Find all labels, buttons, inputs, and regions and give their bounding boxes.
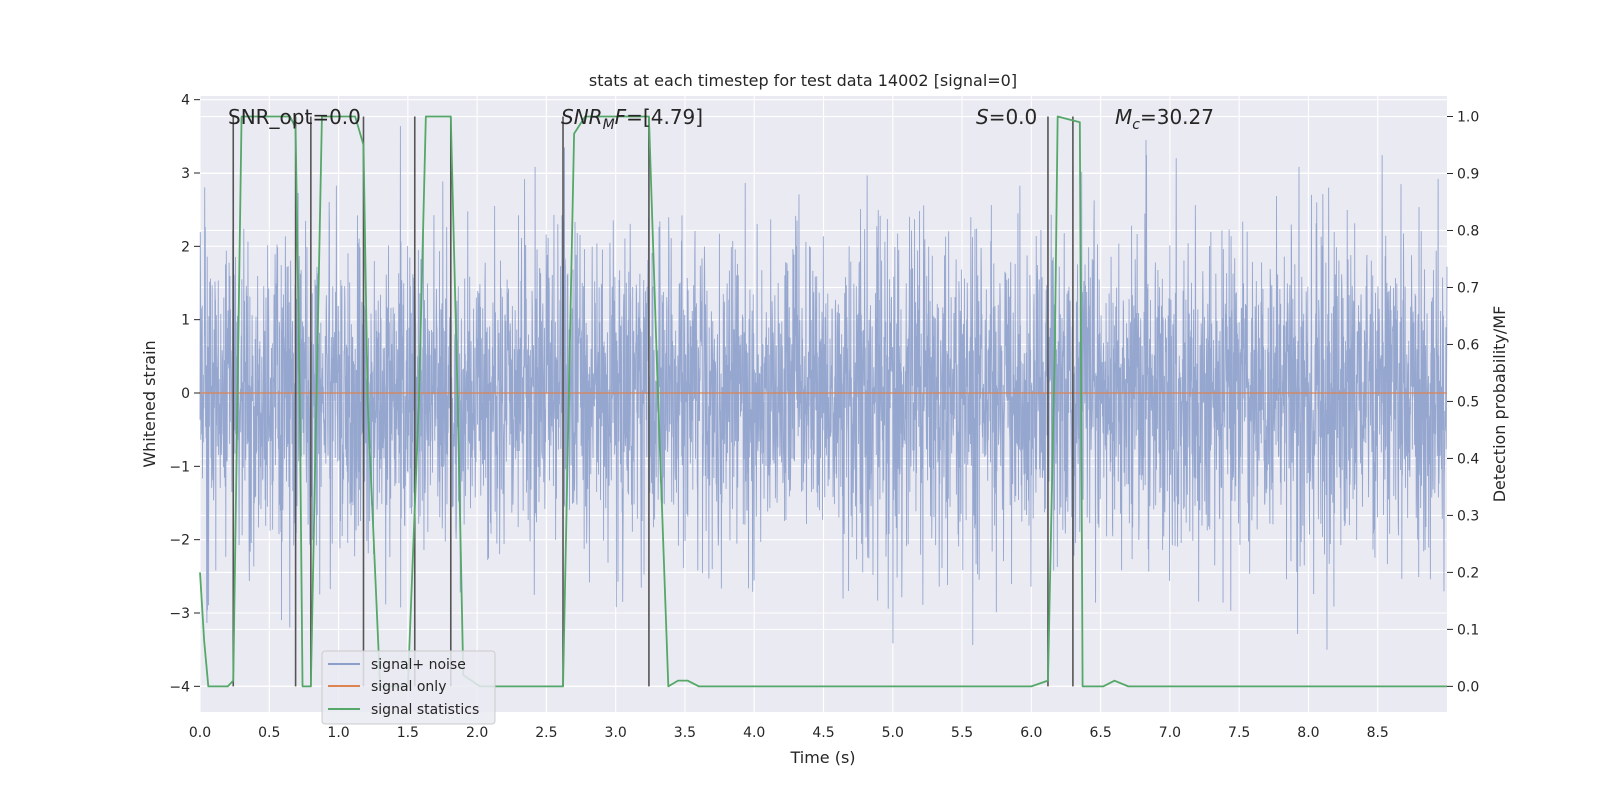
x-tick-label: 4.0 [743, 725, 765, 741]
x-tick-label: 0.0 [189, 725, 211, 741]
detection-vlines [232, 116, 1074, 687]
x-tick-label: 6.5 [1089, 725, 1111, 741]
x-tick-label: 3.5 [674, 725, 696, 741]
y-right-tick-label: 0.8 [1457, 223, 1479, 239]
x-tick-label: 2.5 [535, 725, 557, 741]
legend: signal+ noise signal only signal statist… [321, 650, 496, 725]
y-left-axis-label: Whitened strain [140, 340, 159, 467]
x-tick-label: 5.0 [882, 725, 904, 741]
x-tick-label: 4.5 [812, 725, 834, 741]
annotation-s-label: S [976, 105, 989, 129]
annotation-snr-mf-ital2: F [615, 105, 627, 129]
annotation-s-value: =0.0 [989, 105, 1038, 129]
annotation-mc: Mc=30.27 [1115, 105, 1214, 133]
chart-title: stats at each timestep for test data 140… [589, 71, 1017, 90]
y-right-tick-label: 0.3 [1457, 508, 1479, 524]
y-left-tick-label: 1 [181, 313, 190, 329]
legend-label-noise: signal+ noise [371, 657, 466, 673]
x-axis-label: Time (s) [789, 748, 855, 767]
x-tick-label: 5.5 [951, 725, 973, 741]
y-right-tick-label: 0.5 [1457, 394, 1479, 410]
y-right-tick-label: 0.9 [1457, 166, 1479, 182]
annotation-snr-mf: SNRMF=[4.79] [561, 105, 703, 133]
x-tick-label: 6.0 [1020, 725, 1042, 741]
noise-trace [199, 126, 1448, 650]
y-left-tick-label: −4 [169, 679, 190, 695]
y-right-tick-label: 1.0 [1457, 110, 1479, 126]
annotation-s: S=0.0 [976, 105, 1037, 129]
annotation-snr-mf-value: =[4.79] [626, 105, 703, 129]
legend-label-signal: signal only [371, 679, 446, 695]
y-left-tick-label: 3 [181, 166, 190, 182]
series-signal-noise [199, 126, 1448, 650]
y-right-tick-label: 0.7 [1457, 280, 1479, 296]
y-left-tick-label: −1 [169, 459, 190, 475]
x-tick-label: 3.0 [605, 725, 627, 741]
annotation-snr-mf-base: SNR [561, 105, 603, 129]
annotation-mc-value: =30.27 [1140, 105, 1214, 129]
x-axis-ticks: 0.0 0.5 1.0 1.5 2.0 2.5 3.0 3.5 4.0 4.5 5.0 5.5 6.0 6… [189, 725, 1389, 741]
x-tick-label: 8.5 [1367, 725, 1389, 741]
x-tick-label: 8.0 [1297, 725, 1319, 741]
x-tick-label: 1.5 [397, 725, 419, 741]
x-tick-label: 1.0 [327, 725, 349, 741]
annotation-snr-opt: SNR_opt=0.0 [228, 105, 361, 129]
y-right-axis-ticks: 0.0 0.1 0.2 0.3 0.4 0.5 0.6 0.7 0.8 0.9 1.0 [1447, 110, 1479, 695]
x-tick-label: 7.0 [1159, 725, 1181, 741]
y-right-tick-label: 0.0 [1457, 679, 1479, 695]
x-tick-label: 2.0 [466, 725, 488, 741]
annotation-snr-mf-sub: M [603, 117, 615, 133]
annotation-mc-sub: c [1132, 117, 1140, 133]
legend-label-stats: signal statistics [371, 702, 479, 718]
y-left-tick-label: 4 [181, 93, 190, 109]
y-right-tick-label: 0.2 [1457, 565, 1479, 581]
y-right-tick-label: 0.6 [1457, 337, 1479, 353]
y-left-axis-ticks: −4 −3 −2 −1 0 1 2 3 4 [169, 93, 200, 695]
y-right-tick-label: 0.1 [1457, 622, 1479, 638]
y-right-tick-label: 0.4 [1457, 451, 1479, 467]
x-tick-label: 0.5 [258, 725, 280, 741]
y-left-tick-label: 0 [181, 386, 190, 402]
y-left-tick-label: 2 [181, 239, 190, 255]
y-left-tick-label: −3 [169, 606, 190, 622]
y-left-tick-label: −2 [169, 533, 190, 549]
annotation-mc-label: M [1115, 105, 1132, 129]
x-tick-label: 7.5 [1228, 725, 1250, 741]
y-right-axis-label: Detection probability/MF [1490, 306, 1509, 503]
legend-box [321, 650, 496, 725]
